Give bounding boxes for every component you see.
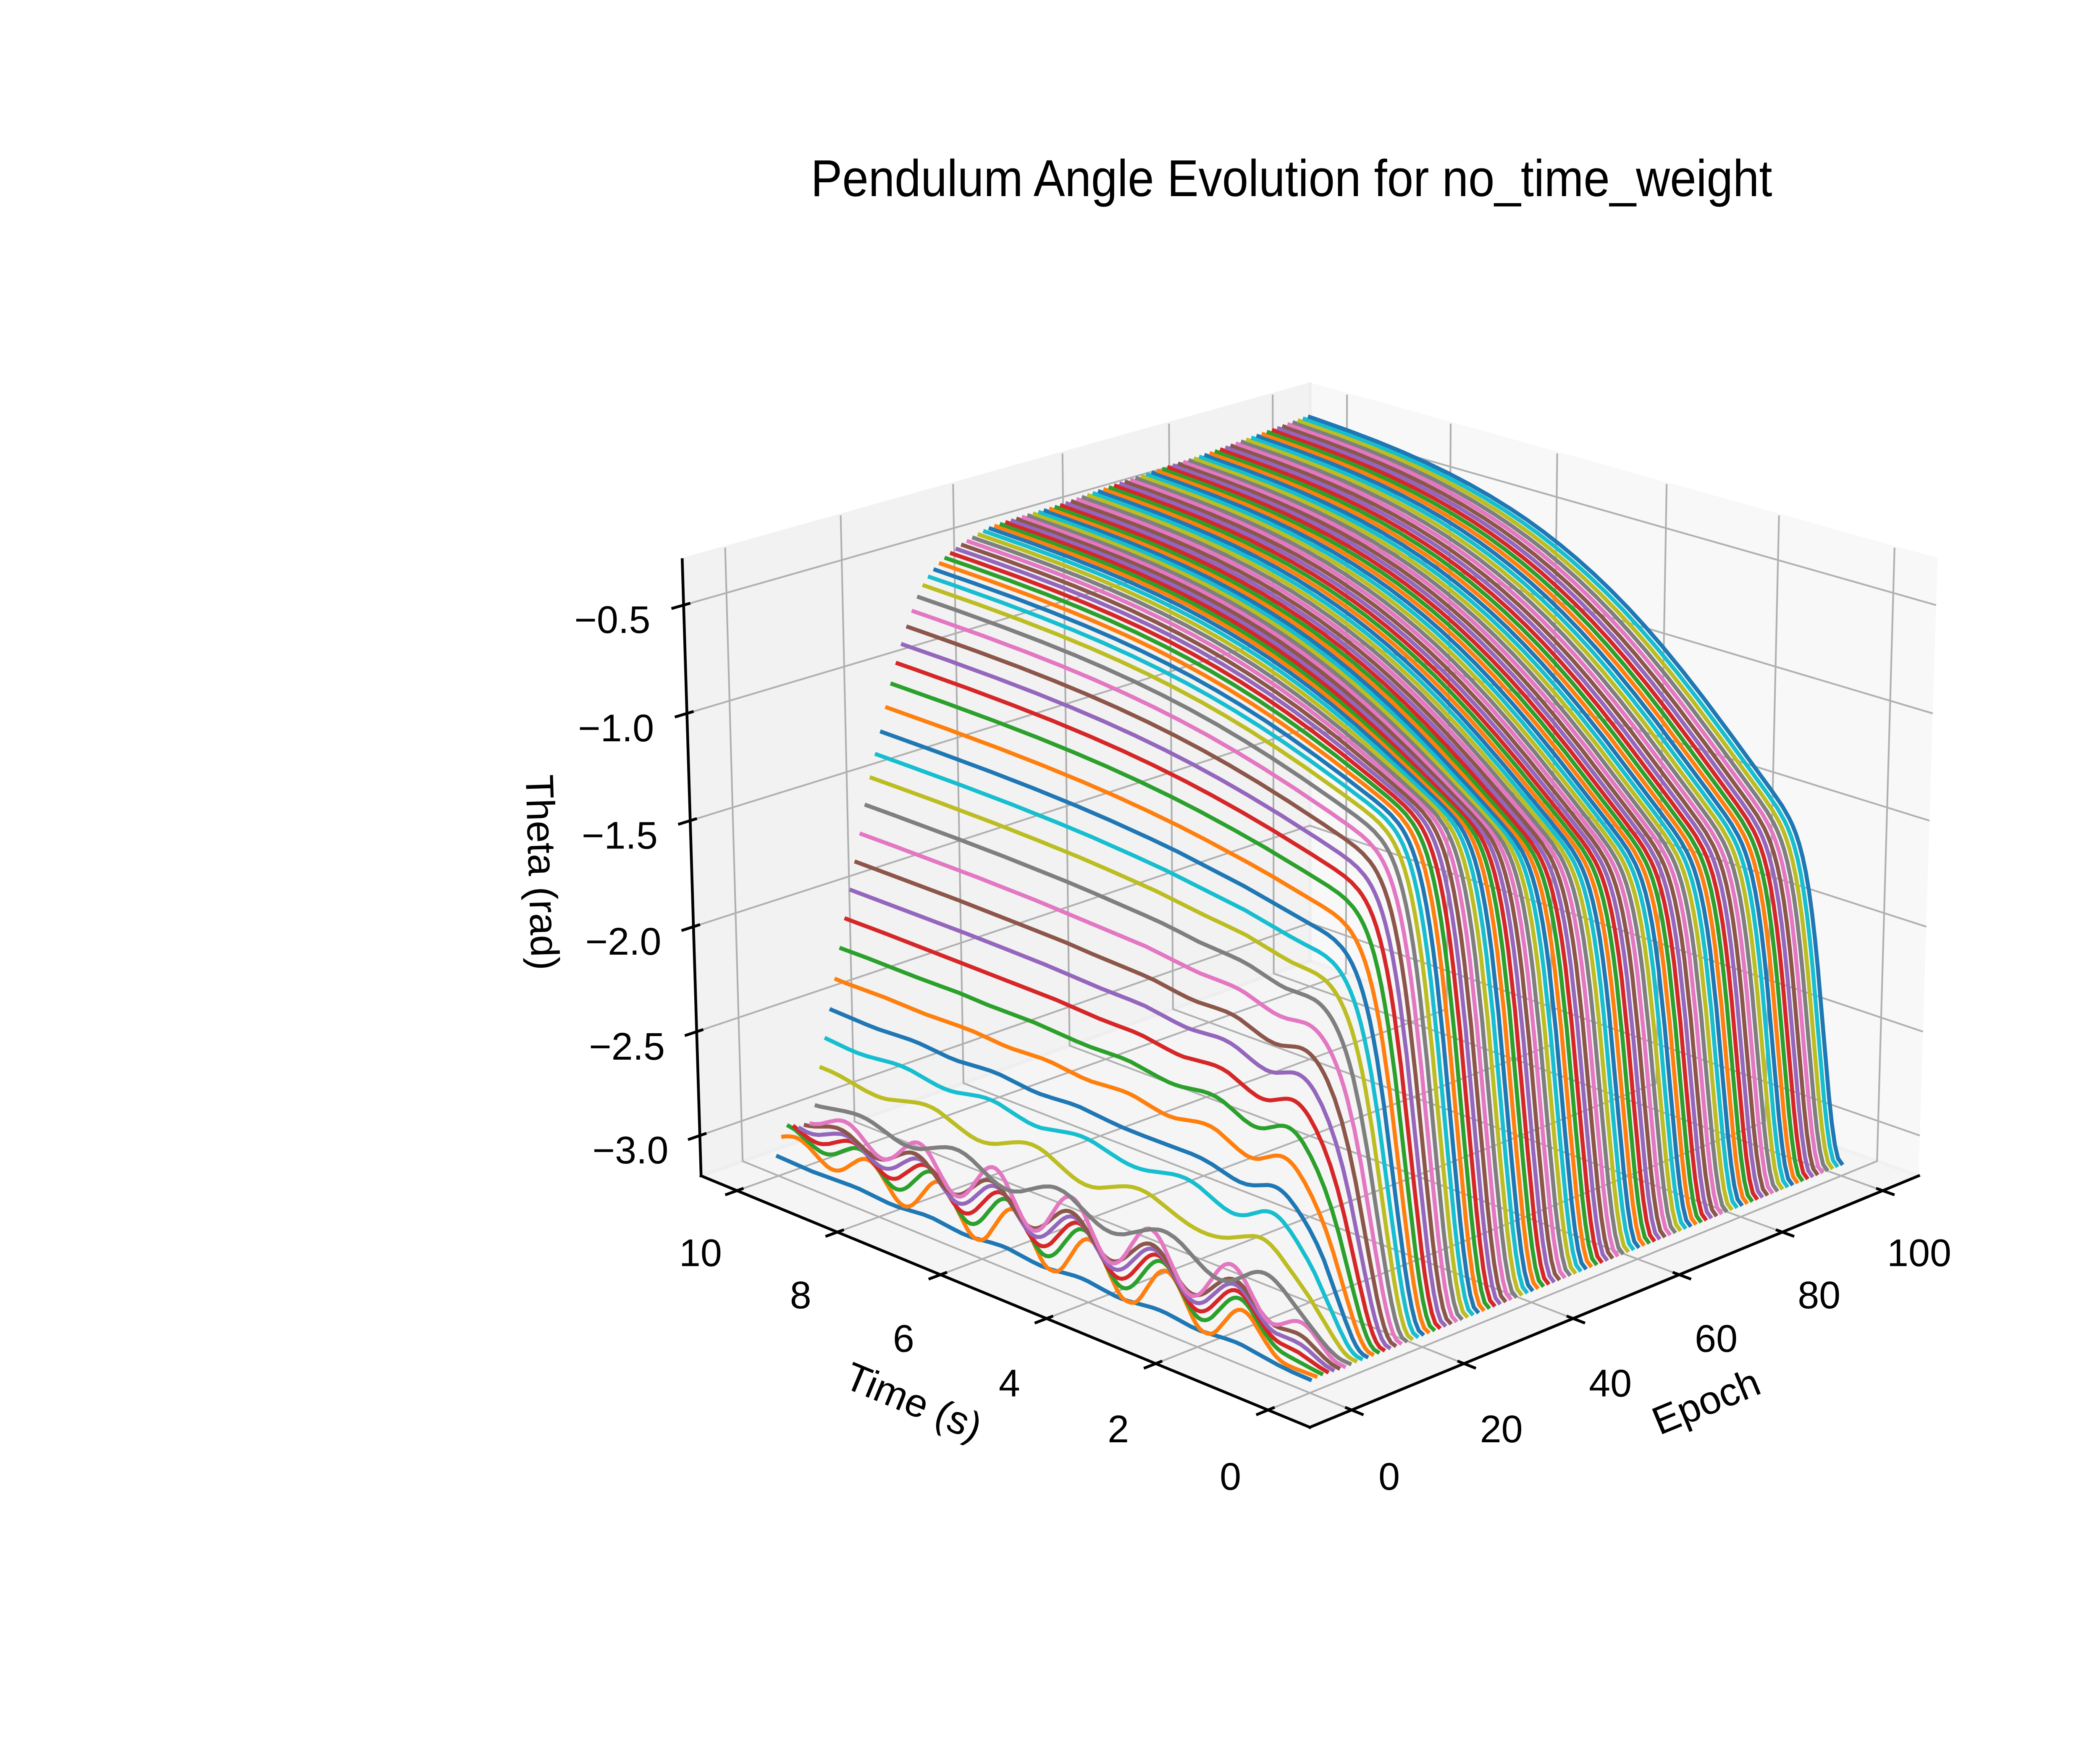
svg-text:Theta (rad): Theta (rad) [517, 774, 567, 971]
svg-text:Pendulum Angle Evolution for n: Pendulum Angle Evolution for no_time_wei… [811, 150, 1772, 207]
svg-text:−1.0: −1.0 [578, 707, 654, 750]
svg-text:−2.0: −2.0 [585, 920, 662, 963]
svg-text:−1.5: −1.5 [582, 814, 658, 857]
svg-text:−0.5: −0.5 [575, 598, 651, 641]
svg-text:60: 60 [1695, 1318, 1738, 1360]
svg-text:0: 0 [1220, 1455, 1241, 1498]
svg-text:0: 0 [1378, 1455, 1400, 1498]
svg-text:−2.5: −2.5 [589, 1025, 665, 1068]
svg-text:100: 100 [1887, 1232, 1951, 1275]
svg-text:4: 4 [999, 1362, 1020, 1405]
svg-text:8: 8 [790, 1274, 811, 1317]
svg-text:2: 2 [1108, 1408, 1129, 1451]
svg-text:20: 20 [1480, 1408, 1523, 1451]
svg-text:40: 40 [1589, 1362, 1632, 1405]
svg-text:6: 6 [893, 1318, 914, 1360]
svg-text:10: 10 [679, 1232, 722, 1275]
svg-text:80: 80 [1798, 1274, 1840, 1317]
svg-text:−3.0: −3.0 [593, 1129, 669, 1172]
